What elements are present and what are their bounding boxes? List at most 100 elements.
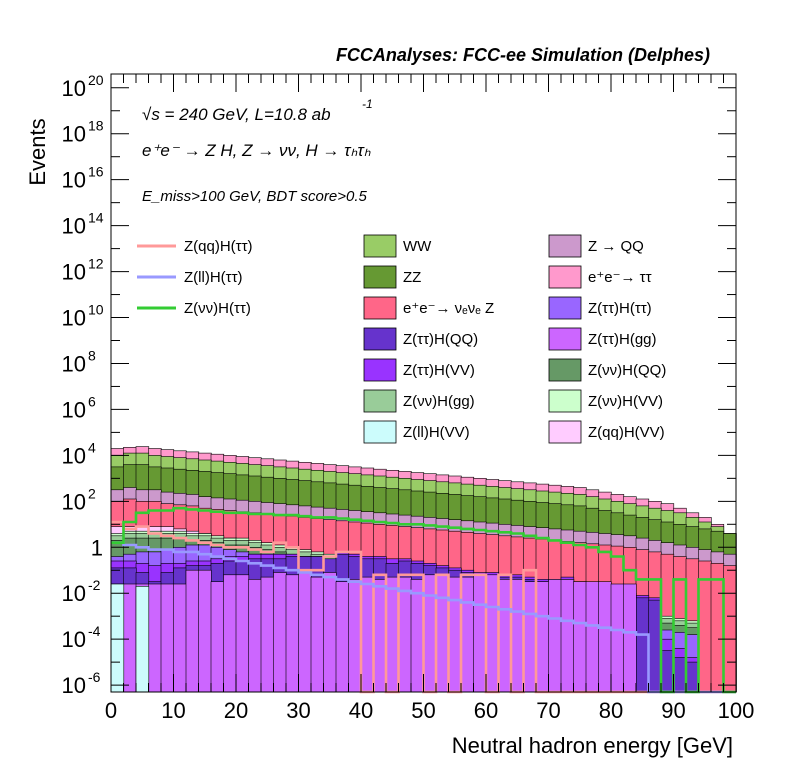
chart-header: FCCAnalyses: FCC-ee Simulation (Delphes) (336, 45, 710, 65)
legend-swatch (363, 358, 397, 382)
stack-bar (485, 574, 500, 693)
y-tick-exponent: -6 (88, 669, 101, 685)
stack-bar (248, 579, 262, 693)
legend-label: WW (403, 238, 432, 255)
stack-bar (398, 576, 412, 693)
y-tick-exponent: 8 (88, 347, 96, 363)
y-tick-exponent: 6 (88, 393, 96, 409)
y-tick-exponent: 16 (88, 164, 104, 180)
y-tick-exponent: 20 (88, 72, 104, 88)
x-tick-label: 80 (599, 698, 623, 723)
legend-swatch (363, 296, 397, 320)
stack-bar (335, 581, 350, 693)
legend-swatch (363, 389, 397, 413)
legend-label: Z(ττ)H(VV) (403, 362, 475, 379)
stack-bar (685, 661, 700, 693)
legend-label: Z(νν)H(VV) (588, 393, 663, 410)
x-tick-label: 0 (105, 698, 117, 723)
legend-swatch (548, 296, 582, 320)
legend-label: e⁺e⁻→ νₑνₑ Z (403, 300, 494, 317)
legend-swatch (548, 327, 582, 351)
stack-bar (173, 583, 187, 693)
y-tick-exponent: -2 (88, 577, 101, 593)
stack-bar (523, 581, 537, 693)
stack-bar (198, 569, 212, 693)
y-tick-label: 10 (62, 76, 86, 101)
y-tick-label: 10 (62, 443, 86, 468)
stack-bar (185, 569, 200, 693)
y-tick-exponent: 12 (88, 256, 104, 272)
legend-label: Z(ll)H(VV) (403, 424, 470, 441)
stack-bar (460, 576, 475, 693)
legend-swatch (548, 420, 582, 444)
stack-bar (135, 585, 150, 693)
stack-bar (298, 572, 312, 693)
stack-bar (560, 579, 575, 693)
annotation-lumi-exponent: -1 (362, 97, 373, 111)
legend-label: Z(ττ)H(gg) (588, 331, 657, 348)
legend-label: Z(νν)H(QQ) (588, 362, 666, 379)
y-tick-exponent: 2 (88, 485, 96, 501)
legend: Z(qq)H(ττ) Z(ll)H(ττ) Z(νν)H(ττ) WW ZZ e⁺e⁻→ … (137, 234, 666, 444)
legend-swatch (548, 358, 582, 382)
y-tick-label: 10 (62, 260, 86, 285)
stack-bar (648, 599, 662, 693)
x-tick-label: 70 (536, 698, 560, 723)
x-tick-label: 90 (661, 698, 685, 723)
signal-line-z-h- (111, 506, 736, 694)
y-tick-exponent: 10 (88, 302, 104, 318)
stack-bar (610, 583, 625, 693)
legend-swatch (363, 327, 397, 351)
y-tick-label: 10 (62, 306, 86, 331)
stack-bar (348, 579, 362, 693)
annotation-process: e⁺e⁻ → Z H, Z → νν, H → τₕτₕ (142, 141, 371, 160)
stack-bar (423, 574, 437, 693)
stack-bar (573, 581, 587, 693)
y-tick-label: 10 (62, 673, 86, 698)
y-tick-label: 10 (62, 397, 86, 422)
stacked-histograms (110, 446, 737, 693)
y-tick-label: 10 (62, 122, 86, 147)
stack-bar (473, 574, 487, 693)
stack-bar (673, 657, 687, 693)
stack-bar (360, 576, 375, 693)
y-axis-title: Events (25, 118, 50, 185)
annotation-selection: E_miss>100 GeV, BDT score>0.5 (142, 188, 367, 205)
legend-label: Z(qq)H(ττ) (184, 238, 253, 255)
stack-bar (723, 565, 737, 693)
stack-bar (223, 574, 237, 693)
legend-swatch (363, 234, 397, 258)
stack-bar (210, 581, 225, 693)
stack-bar (660, 650, 675, 693)
y-tick-label: 10 (62, 168, 86, 193)
x-tick-label: 20 (224, 698, 248, 723)
legend-swatch (548, 265, 582, 289)
stack-bar (323, 572, 337, 693)
stack-bar (148, 583, 162, 693)
stack-bar (123, 583, 137, 693)
stack-bar (623, 583, 637, 693)
x-tick-label: 40 (349, 698, 373, 723)
stack-bar (410, 579, 425, 693)
legend-label: Z(νν)H(ττ) (184, 300, 251, 317)
y-tick-exponent: 4 (88, 439, 96, 455)
y-tick-label: 10 (62, 351, 86, 376)
stack-bar (498, 579, 512, 693)
stack-bar (273, 572, 287, 693)
y-tick-label: 10 (62, 489, 86, 514)
x-axis: 0 10 20 30 40 50 60 70 80 90 100 (105, 74, 754, 723)
stack-bar (235, 574, 250, 693)
legend-label: Z(ll)H(ττ) (184, 269, 243, 286)
legend-label: Z(ττ)H(ττ) (588, 300, 652, 317)
stack-bar (310, 576, 325, 693)
y-tick-label: 10 (62, 214, 86, 239)
y-tick-exponent: 14 (88, 210, 104, 226)
legend-label: ZZ (403, 269, 421, 286)
stack-bar (160, 583, 175, 693)
legend-label: Z(qq)H(VV) (588, 424, 665, 441)
legend-label: e⁺e⁻→ ττ (588, 269, 652, 286)
x-tick-label: 30 (286, 698, 310, 723)
stack-bar (510, 579, 525, 693)
stack-bar (710, 562, 725, 693)
legend-label: Z(νν)H(gg) (403, 393, 475, 410)
